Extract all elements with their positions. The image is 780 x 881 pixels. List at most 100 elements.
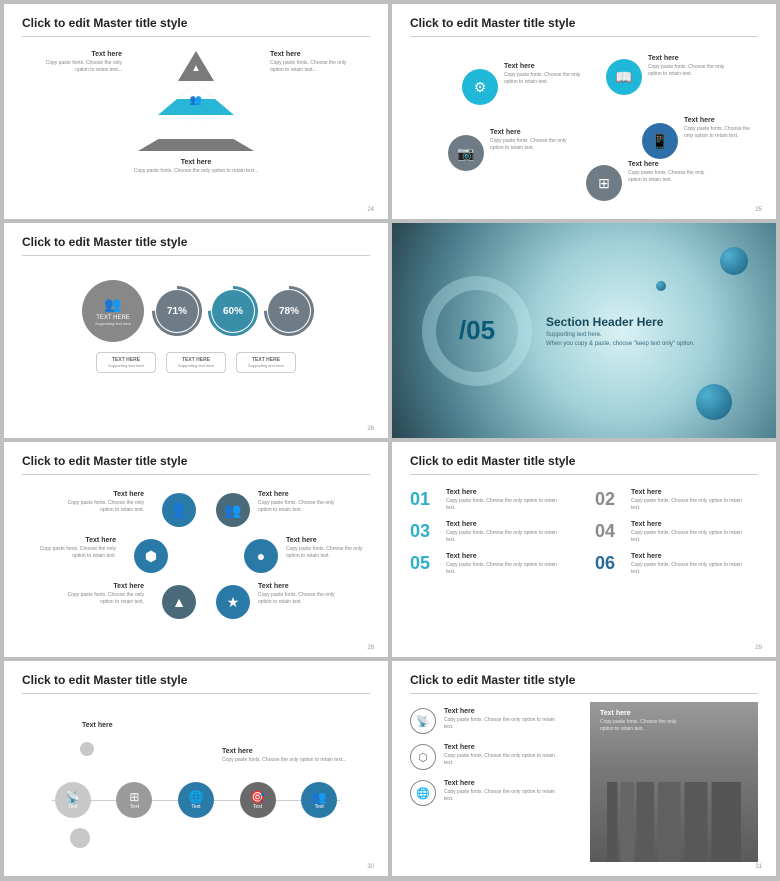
text-heading: Text here	[82, 722, 113, 729]
flow-icon: 🎯	[250, 790, 265, 804]
text-body: Copy paste fonts. Choose the only option…	[490, 138, 580, 151]
text-block: Text hereCopy paste fonts. Choose the on…	[258, 583, 336, 605]
percent-circle: 60%	[212, 290, 254, 332]
text-heading: Text here	[631, 489, 751, 496]
page-number: 29	[755, 645, 762, 651]
text-body: Copy paste fonts. Choose the only option…	[222, 757, 347, 764]
page-number: 25	[755, 207, 762, 213]
hex-circle: 👥	[216, 493, 250, 527]
text-body: Copy paste fonts. Choose the only option…	[446, 498, 566, 511]
network-circle: ⊞	[586, 165, 622, 201]
slide-hexagon-circles: Click to edit Master title style 👤 Text h…	[4, 442, 388, 657]
text-heading: Text here	[444, 744, 564, 751]
slide-title: Click to edit Master title style	[22, 454, 370, 475]
text-block: Text here Copy paste fonts. Choose the on…	[258, 491, 336, 513]
page-number: 31	[755, 864, 762, 870]
text-heading: Text here	[684, 117, 758, 124]
text-heading: Text here	[631, 521, 751, 528]
numbered-item: 03 Text here Copy paste fonts. Choose the …	[410, 521, 573, 543]
item-number: 03	[410, 521, 438, 542]
hex-circle: 👤	[162, 493, 196, 527]
info-box: TEXT HERESupporting text here	[236, 352, 296, 373]
text-heading: Text here	[258, 491, 336, 498]
text-body: Copy paste fonts. Choose the only option…	[446, 530, 566, 543]
numbered-item: 04Text hereCopy paste fonts. Choose the …	[595, 521, 758, 543]
pyramid-diagram: ▲ 👥 ✈	[136, 51, 256, 151]
text-body: Copy paste fonts. Choose the only option…	[446, 562, 566, 575]
flow-icon: 🌐	[189, 790, 204, 804]
text-heading: Text here	[490, 129, 580, 136]
percent-circle: 71%	[156, 290, 198, 332]
text-body: Copy paste fonts. Choose the only option…	[444, 789, 564, 802]
flow-label: Text	[68, 804, 77, 810]
text-block: Text hereCopy paste fonts. Choose the on…	[628, 161, 718, 183]
network-circle: ⚙	[462, 69, 498, 105]
text-block: Text hereCopy paste fonts. Choose the on…	[504, 63, 594, 85]
info-box: TEXT HERESupporting text here	[96, 352, 156, 373]
hex-circle: ▲	[162, 585, 196, 619]
slide-numbered-list: Click to edit Master title style 01Text …	[392, 442, 776, 657]
summary-sub: Supporting text here	[95, 321, 131, 326]
text-block: Text hereCopy paste fonts. Choose the on…	[66, 491, 144, 513]
bubble-decoration	[720, 247, 748, 275]
hex-circle: ★	[216, 585, 250, 619]
text-heading: Text here	[116, 159, 276, 166]
text-heading: Text here	[286, 537, 364, 544]
text-heading: Text here	[631, 553, 751, 560]
section-ring: /05	[422, 276, 532, 386]
text-block: Text hereCopy paste fonts. Choose the on…	[38, 537, 116, 559]
slide-title: Click to edit Master title style	[22, 673, 370, 694]
text-heading: Text here	[38, 537, 116, 544]
item-number: 04	[595, 521, 623, 542]
flow-icon: 👥	[312, 790, 327, 804]
numbered-item: 05 Text here Copy paste fonts. Choose the …	[410, 553, 573, 575]
text-heading: Text here	[446, 553, 566, 560]
text-block: Text hereCopy paste fonts. Choose the on…	[66, 583, 144, 605]
text-heading: Text here	[66, 583, 144, 590]
text-body: Copy paste fonts. Choose the only option…	[116, 168, 276, 175]
text-heading: Text here	[648, 55, 738, 62]
item-icon: ⬡	[410, 744, 436, 770]
item-icon: 📡	[410, 708, 436, 734]
text-body: Copy paste fonts. Choose the only option…	[648, 64, 738, 77]
flow-circle: 🎯Text	[240, 782, 276, 818]
info-box: TEXT HERESupporting text here	[166, 352, 226, 373]
slide-percentages: Click to edit Master title style 👥 TEXT …	[4, 223, 388, 438]
pyramid-icon-bottom: ✈	[192, 131, 200, 142]
bubble-decoration	[656, 281, 666, 291]
flow-dot	[70, 828, 90, 848]
text-heading: Text here	[446, 521, 566, 528]
text-body: Copy paste fonts. Choose the only option…	[504, 72, 594, 85]
text-block: Text hereCopy paste fonts. Choose the on…	[684, 117, 758, 139]
icon-item: 📡 Text here Copy paste fonts. Choose the o…	[410, 708, 578, 734]
network-circle: 📖	[606, 59, 642, 95]
slide-title: Click to edit Master title style	[410, 16, 758, 37]
text-body: Copy paste fonts. Choose the only option…	[444, 717, 564, 730]
hex-circle: ⬢	[134, 539, 168, 573]
slide-pyramid: Click to edit Master title style Text he…	[4, 4, 388, 219]
flow-label: Text	[191, 804, 200, 810]
flow-dot	[80, 742, 94, 756]
item-number: 02	[595, 489, 623, 510]
text-body: Copy paste fonts. Choose the only option…	[444, 753, 564, 766]
people-icon: 👥	[104, 296, 121, 313]
text-body: Copy paste fonts. Choose the only option…	[258, 500, 336, 513]
network-circle: 📱	[642, 123, 678, 159]
section-header-title: Section Header Here	[546, 315, 695, 329]
slide-section-header: /05 Section Header Here Supporting text …	[392, 223, 776, 438]
network-circle: 📷	[448, 135, 484, 171]
text-heading: Text here	[66, 491, 144, 498]
summary-circle: 👥 TEXT HERE Supporting text here	[82, 280, 144, 342]
slide-title: Click to edit Master title style	[22, 235, 370, 256]
numbered-item: 01Text hereCopy paste fonts. Choose the …	[410, 489, 573, 511]
flow-label: Text	[130, 804, 139, 810]
icon-item: 🌐Text hereCopy paste fonts. Choose the o…	[410, 780, 578, 806]
item-number: 05	[410, 553, 438, 574]
text-heading: Text here	[444, 708, 564, 715]
page-number: 28	[367, 645, 374, 651]
text-heading: Text here	[32, 51, 122, 58]
section-number: /05	[459, 315, 495, 346]
flow-icon: 📡	[65, 790, 80, 804]
flow-circle: ⊞Text	[116, 782, 152, 818]
page-number: 24	[367, 207, 374, 213]
